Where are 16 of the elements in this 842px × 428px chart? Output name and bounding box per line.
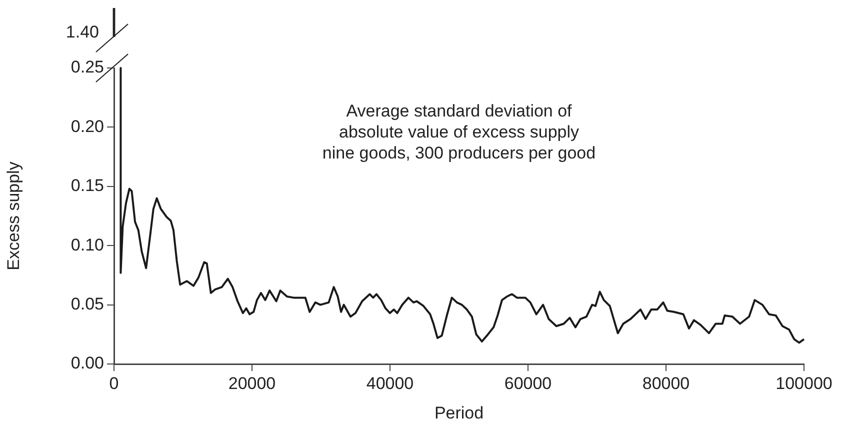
x-tick-label: 80000 [642,374,690,393]
y-tick-label: 0.00 [70,354,104,373]
x-tick-label: 40000 [366,374,414,393]
y-axis-title: Excess supply [4,161,23,270]
y-tick-label: 0.25 [70,58,104,77]
x-axis-title: Period [434,403,484,422]
text: 1.40 [66,22,99,42]
annotation: Average standard deviation of absolute value of excess supply nine goods, 300 producers per good [322,102,596,163]
y-tick-label: 0.05 [70,294,104,314]
x-tick-label: 60000 [504,374,552,393]
x-tick-label: 100000 [776,374,832,393]
y-tick-label: 0.15 [70,176,104,196]
y-tick-label: 0.10 [70,235,104,254]
y-tick-label: 0.20 [70,116,104,136]
x-tick-label: 20000 [228,374,276,393]
x-tick-label: 0 [109,374,119,393]
